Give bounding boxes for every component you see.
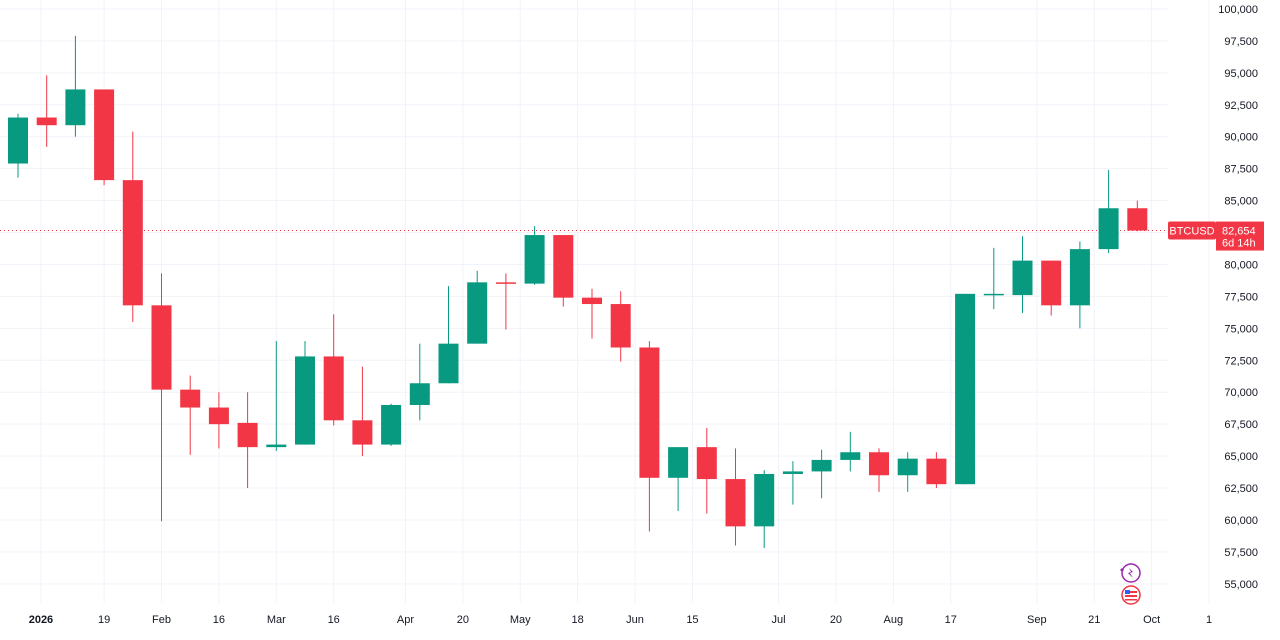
event-circle — [1121, 563, 1141, 583]
candle-body — [237, 422, 258, 448]
y-tick-label: 95,000 — [1224, 68, 1258, 80]
x-tick-label: Jul — [772, 614, 786, 626]
candle-body — [36, 117, 57, 126]
x-tick-label: Jun — [626, 614, 644, 626]
candle-body — [381, 404, 402, 445]
candle-body — [1041, 260, 1062, 306]
chart-grid — [0, 0, 1210, 603]
candle-body — [94, 89, 115, 181]
candle-body — [266, 444, 287, 448]
y-tick-label: 100,000 — [1218, 4, 1258, 16]
price-axis[interactable]: 100,000 97,500 95,000 92,500 90,000 87,500 85,… — [1218, 4, 1258, 591]
y-tick-label: 62,500 — [1224, 483, 1258, 495]
y-tick-label: 97,500 — [1224, 36, 1258, 48]
flag-stripe-icon — [1125, 591, 1137, 593]
y-tick-label: 92,500 — [1224, 100, 1258, 112]
candle-body — [983, 293, 1004, 296]
x-tick-label: Sep — [1027, 614, 1047, 626]
candle-body — [1127, 208, 1148, 231]
symbol-tag-label: BTCUSD — [1169, 226, 1214, 238]
last-price-tag: 82,654 6d 14h — [1216, 221, 1264, 251]
bar-countdown-label: 6d 14h — [1222, 238, 1256, 250]
lightning-icon — [1128, 568, 1133, 578]
candle-body — [65, 89, 86, 126]
y-tick-label: 55,000 — [1224, 579, 1258, 591]
x-tick-label: Apr — [397, 614, 414, 626]
candle-body — [8, 117, 28, 164]
candle-body — [467, 282, 488, 344]
x-tick-label: 17 — [945, 614, 957, 626]
y-tick-label: 75,000 — [1224, 323, 1258, 335]
candle-body — [495, 282, 516, 284]
symbol-tag-bg — [1168, 221, 1216, 240]
y-tick-label: 60,000 — [1224, 515, 1258, 527]
candle-body — [180, 389, 201, 408]
candle-body — [754, 473, 775, 527]
y-tick-label: 85,000 — [1224, 196, 1258, 208]
x-tick-label: 20 — [830, 614, 842, 626]
candle-body — [409, 383, 430, 405]
candle-body — [811, 459, 832, 472]
y-tick-label: 70,000 — [1224, 387, 1258, 399]
candle-body — [438, 343, 459, 384]
candle-body — [955, 293, 976, 485]
x-tick-label: Oct — [1143, 614, 1160, 626]
candle-body — [295, 356, 315, 445]
candle-body — [840, 452, 861, 460]
y-tick-label: 77,500 — [1224, 291, 1258, 303]
symbol-price-tag: BTCUSD — [1168, 221, 1216, 240]
candle-body — [122, 180, 143, 306]
candlestick-series — [8, 35, 1148, 549]
candle-body — [897, 458, 918, 476]
candle-body — [926, 458, 947, 485]
economic-event-icon[interactable] — [1120, 563, 1141, 583]
x-tick-label: 21 — [1088, 614, 1100, 626]
y-tick-label: 80,000 — [1224, 259, 1258, 271]
y-tick-label: 87,500 — [1224, 164, 1258, 176]
candle-body — [151, 305, 172, 390]
candle-body — [610, 304, 631, 348]
candle-body — [725, 479, 746, 527]
flag-stripe-icon — [1125, 599, 1137, 601]
x-tick-label: Aug — [884, 614, 904, 626]
candle-body — [524, 235, 545, 284]
flag-stripe-icon — [1125, 595, 1137, 597]
candle-body — [668, 447, 689, 478]
x-tick-label: 20 — [457, 614, 469, 626]
y-tick-label: 65,000 — [1224, 451, 1258, 463]
candle-body — [553, 235, 574, 298]
candle-body — [1098, 208, 1119, 250]
x-tick-label: 19 — [98, 614, 110, 626]
x-tick-label: 1 — [1206, 614, 1212, 626]
candle-body — [1012, 260, 1033, 296]
x-tick-label: May — [510, 614, 531, 626]
x-tick-label: 18 — [572, 614, 584, 626]
us-flag-event-icon[interactable] — [1121, 585, 1141, 605]
candle-body — [1069, 249, 1090, 306]
y-tick-label: 72,500 — [1224, 355, 1258, 367]
x-tick-label: Feb — [152, 614, 171, 626]
candle-body — [782, 471, 803, 474]
flag-canton-icon — [1125, 590, 1130, 594]
candle-body — [639, 347, 660, 478]
candle-body — [696, 447, 717, 480]
candle-body — [582, 297, 602, 305]
x-tick-label: 15 — [686, 614, 698, 626]
x-tick-label: 16 — [213, 614, 225, 626]
candle-body — [869, 452, 889, 476]
y-tick-label: 90,000 — [1224, 132, 1258, 144]
y-tick-label: 57,500 — [1224, 547, 1258, 559]
x-tick-label: 16 — [328, 614, 340, 626]
x-tick-label: 2026 — [29, 614, 53, 626]
last-price-label: 82,654 — [1222, 226, 1256, 238]
y-tick-label: 67,500 — [1224, 419, 1258, 431]
candle-body — [208, 407, 229, 425]
last-price-tag-bg — [1216, 221, 1264, 251]
x-tick-label: Mar — [267, 614, 286, 626]
time-axis[interactable]: 2026 19 Feb 16 Mar 16 Apr 20 May 18 Jun 15 Jul 20 Aug 1… — [29, 614, 1212, 626]
candle-body — [323, 356, 344, 421]
sparkle-icon — [1120, 568, 1124, 572]
candle-body — [352, 420, 373, 445]
